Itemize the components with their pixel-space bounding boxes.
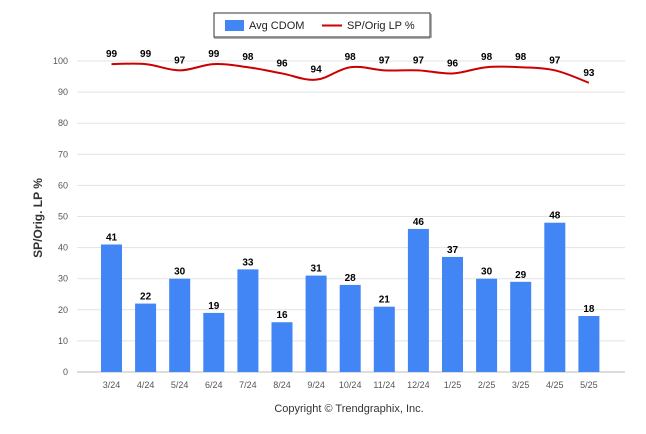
bar-value-label: 16 [276,310,288,321]
x-tick-label: 2/25 [478,380,496,390]
line-value-label: 99 [140,49,152,60]
legend-bar-swatch [225,20,244,31]
bar [510,281,532,372]
y-axis-label: SP/Orig. LP % [31,178,45,258]
bar-value-label: 18 [583,304,595,315]
bar [578,316,600,372]
line-value-label: 97 [549,55,561,66]
x-tick-label: 3/25 [512,380,530,390]
line-value-label: 99 [106,49,118,60]
line-value-label: 97 [174,55,186,66]
bar-value-label: 37 [447,245,459,256]
y-tick-label: 80 [58,118,68,128]
bar-value-label: 33 [242,257,254,268]
y-tick-label: 90 [58,87,68,97]
bar [476,278,498,372]
x-tick-label: 9/24 [307,380,325,390]
bar-value-label: 48 [549,211,561,222]
y-tick-label: 50 [58,212,68,222]
y-tick-label: 40 [58,243,68,253]
x-tick-label: 4/24 [137,380,155,390]
bar-value-label: 30 [174,267,186,278]
y-tick-label: 60 [58,180,68,190]
bar-value-label: 30 [481,267,493,278]
legend-bar-label: Avg CDOM [249,20,304,32]
x-tick-label: 7/24 [239,380,257,390]
bar-value-label: 28 [345,273,357,284]
line-value-label: 98 [242,52,254,63]
bar-value-label: 31 [311,264,323,275]
x-tick-label: 10/24 [339,380,362,390]
x-tick-label: 12/24 [407,380,430,390]
legend: Avg CDOM SP/Orig LP % [213,12,432,39]
x-tick-label: 4/25 [546,380,564,390]
bar-value-label: 22 [140,292,152,303]
line-value-label: 94 [311,65,323,76]
x-tick-label: 11/24 [373,380,395,390]
y-tick-label: 70 [58,149,68,159]
y-tick-label: 100 [53,56,68,66]
line-path [111,62,590,84]
line-series [111,62,590,84]
y-axis-ticks: 0 10 20 30 40 50 60 70 80 90 100 [53,56,68,377]
bar [101,244,122,372]
bar [373,306,395,372]
bar [169,278,191,372]
x-tick-label: 5/24 [171,380,189,390]
grid [77,60,625,373]
line-data-labels: 99 99 97 99 98 96 94 98 97 97 96 98 98 97 93 [106,49,595,79]
bar-value-label: 46 [413,217,425,228]
x-tick-label: 5/25 [580,380,598,390]
line-value-label: 99 [208,49,220,60]
x-tick-label: 6/24 [205,380,223,390]
bar-value-label: 19 [208,301,220,312]
line-value-label: 93 [583,68,595,79]
y-tick-label: 20 [58,305,68,315]
bar-data-labels: 41 22 30 19 33 16 31 28 21 46 37 30 29 48 18 [106,211,595,322]
line-value-label: 98 [345,52,357,63]
legend-line-label: SP/Orig LP % [347,20,415,32]
y-tick-label: 10 [58,336,68,346]
x-axis: 3/24 4/24 5/24 6/24 7/24 8/24 9/24 10/24 11/24 12… [77,371,625,390]
line-value-label: 98 [515,52,527,63]
line-value-label: 96 [447,58,459,69]
bar [407,228,429,372]
x-tick-label: 8/24 [273,380,291,390]
bar-value-label: 29 [515,270,527,281]
y-tick-label: 30 [58,274,68,284]
y-tick-label: 0 [63,367,68,377]
bar [544,222,566,372]
line-value-label: 98 [481,52,493,63]
bar [442,256,463,372]
bar [203,312,225,372]
bar-series [101,222,600,372]
x-tick-label: 1/25 [444,380,462,390]
x-tick-label: 3/24 [103,380,121,390]
bar-value-label: 41 [106,232,118,243]
bar [271,322,293,372]
bar [339,284,361,372]
copyright-text: Copyright © Trendgraphix, Inc. [274,403,423,415]
bar [237,269,259,372]
line-value-label: 96 [276,58,288,69]
line-value-label: 97 [413,55,425,66]
bar [305,275,327,372]
bar-value-label: 21 [379,295,391,306]
bar [135,303,157,372]
line-value-label: 97 [379,55,391,66]
